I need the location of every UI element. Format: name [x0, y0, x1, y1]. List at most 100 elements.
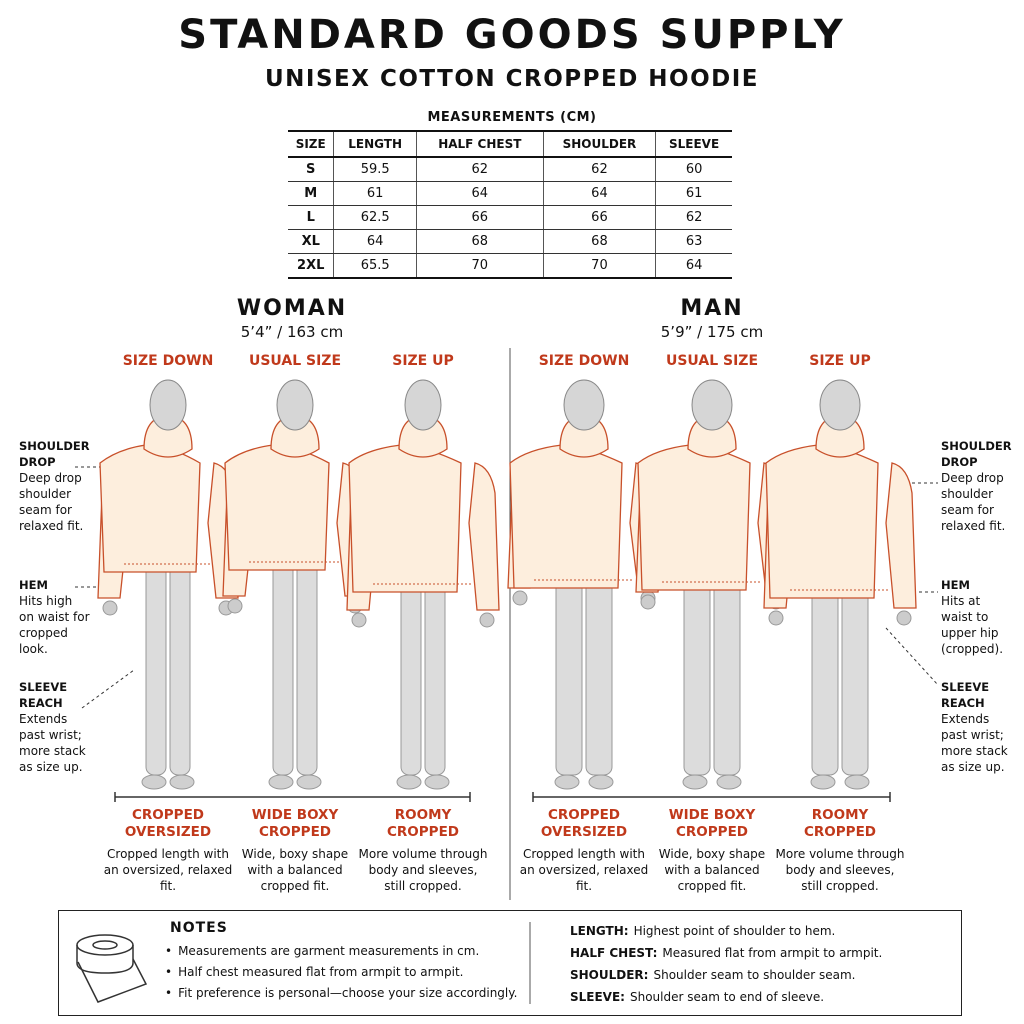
annotation-text: Deep drop shoulder seam for relaxed fit. [941, 471, 1006, 533]
column-header: SHOULDER [542, 130, 656, 158]
figure-part [102, 600, 118, 616]
figure-part [424, 774, 450, 790]
figure-part [424, 581, 446, 776]
tape-icon [76, 934, 148, 1003]
definition-term: SLEEVE: [570, 990, 625, 1004]
table-row: S 59.5 62 62 60 [288, 156, 732, 182]
table-cell: 66 [542, 205, 656, 230]
annotation: HEM Hits at waist to upper hip (cropped). [941, 577, 1013, 657]
figure-part [145, 561, 167, 776]
annotation-text: Deep drop shoulder seam for relaxed fit. [19, 471, 84, 533]
annotation: SHOULDER DROP Deep drop shoulder seam for… [19, 438, 91, 534]
figure-part [169, 774, 195, 790]
figure-part [468, 462, 500, 611]
definition-text: Shoulder seam to end of sleeve. [629, 990, 825, 1004]
figure-part [270, 414, 320, 458]
fit-description: More volume through body and sleeves, st… [775, 847, 905, 893]
note-text: Measurements are garment measurements in… [178, 944, 480, 958]
fit-name: ROOMY CROPPED [804, 807, 876, 840]
header-row: SIZE LENGTH HALF CHEST SHOULDER SLEEVE [288, 130, 732, 158]
bullet: • [165, 944, 173, 958]
definition: HALF CHEST: Measured flat from armpit to … [570, 946, 882, 960]
table-cell: 62 [655, 205, 732, 230]
model-title: MAN [680, 296, 744, 321]
figure-part [141, 774, 167, 790]
table-cell: 64 [655, 253, 732, 279]
figure-part [585, 577, 613, 776]
table-cell: 62 [415, 156, 544, 182]
figure-part [554, 774, 580, 790]
notes-title: NOTES [170, 920, 228, 936]
table-cell: 62.5 [333, 205, 417, 230]
annotation-term: HEM [19, 578, 48, 592]
annotation-text: Hits at waist to upper hip (cropped). [941, 594, 1004, 656]
table-cell: 59.5 [333, 156, 417, 182]
table-cell: XL [288, 229, 334, 254]
figure-part [276, 379, 314, 431]
figure-part [844, 774, 870, 790]
figure-part [691, 379, 733, 431]
note-text: Fit preference is personal—choose your s… [178, 986, 518, 1000]
figure-part [479, 612, 495, 628]
definition-term: LENGTH: [570, 924, 629, 938]
annotation: SLEEVE REACH Extends past wrist; more sta… [941, 679, 1013, 775]
definition: LENGTH: Highest point of shoulder to hem. [570, 924, 835, 938]
table-cell: 63 [655, 229, 732, 254]
table-cell: 68 [542, 229, 656, 254]
annotation: HEM Hits high on waist for cropped look. [19, 577, 91, 657]
annotation-term: SHOULDER DROP [19, 439, 90, 469]
table-cell: 65.5 [333, 253, 417, 279]
table-cell: 61 [333, 181, 417, 206]
model-height: 5’9” / 175 cm [660, 323, 764, 341]
table-row: 2XL 65.5 70 70 64 [288, 253, 732, 279]
figure-part [841, 587, 869, 776]
figure-part [811, 587, 839, 776]
fit-label: SIZE UP [392, 353, 454, 369]
fit-label: SIZE UP [809, 353, 871, 369]
note-bullet: • Fit preference is personal—choose your … [165, 986, 517, 1000]
fit-description: Cropped length with an oversized, relaxe… [519, 847, 649, 893]
figure-part [169, 561, 191, 776]
fit-label: USUAL SIZE [665, 353, 759, 369]
column-header: SIZE [288, 130, 334, 158]
figure-part [99, 444, 201, 573]
fit-description: More volume through body and sleeves, st… [358, 847, 488, 893]
figure-part [348, 444, 462, 593]
table-cell: 66 [415, 205, 544, 230]
annotation-text: Hits high on waist for cropped look. [19, 594, 90, 656]
figure-part [272, 559, 294, 776]
table-cell: 64 [333, 229, 417, 254]
fit-name: CROPPED OVERSIZED [540, 807, 628, 840]
notes-box [58, 910, 962, 1016]
fit-name: CROPPED OVERSIZED [124, 807, 212, 840]
bullet: • [165, 986, 173, 1000]
brand: STANDARD GOODS SUPPLY [178, 12, 846, 58]
annotation-text: Extends past wrist; more stack as size u… [941, 712, 1008, 774]
table-cell: 2XL [288, 253, 334, 279]
bullet: • [165, 965, 173, 979]
annotation-term: SLEEVE REACH [19, 680, 68, 710]
table-cell: 61 [655, 181, 732, 206]
figure-part [810, 774, 836, 790]
figure-part [716, 774, 742, 790]
annotation-term: HEM [941, 578, 970, 592]
definition-text: Shoulder seam to shoulder seam. [653, 968, 856, 982]
figure-part [713, 579, 741, 776]
column-header: SLEEVE [655, 130, 732, 158]
figure-part [819, 379, 861, 431]
figure-part [509, 444, 623, 589]
figure-part [683, 579, 711, 776]
model-height: 5’4” / 163 cm [240, 323, 344, 341]
figure-part [768, 610, 784, 626]
table-cell: 64 [542, 181, 656, 206]
definition: SLEEVE: Shoulder seam to end of sleeve. [570, 990, 824, 1004]
table-row: L 62.5 66 66 62 [288, 205, 732, 230]
fit-label: USUAL SIZE [248, 353, 342, 369]
figure-part [396, 774, 422, 790]
figures [97, 379, 917, 790]
annotation-term: SHOULDER DROP [941, 439, 1012, 469]
product-name: UNISEX COTTON CROPPED HOODIE [264, 66, 760, 92]
definition-text: Measured flat from armpit to armpit. [662, 946, 883, 960]
table-cell: M [288, 181, 334, 206]
